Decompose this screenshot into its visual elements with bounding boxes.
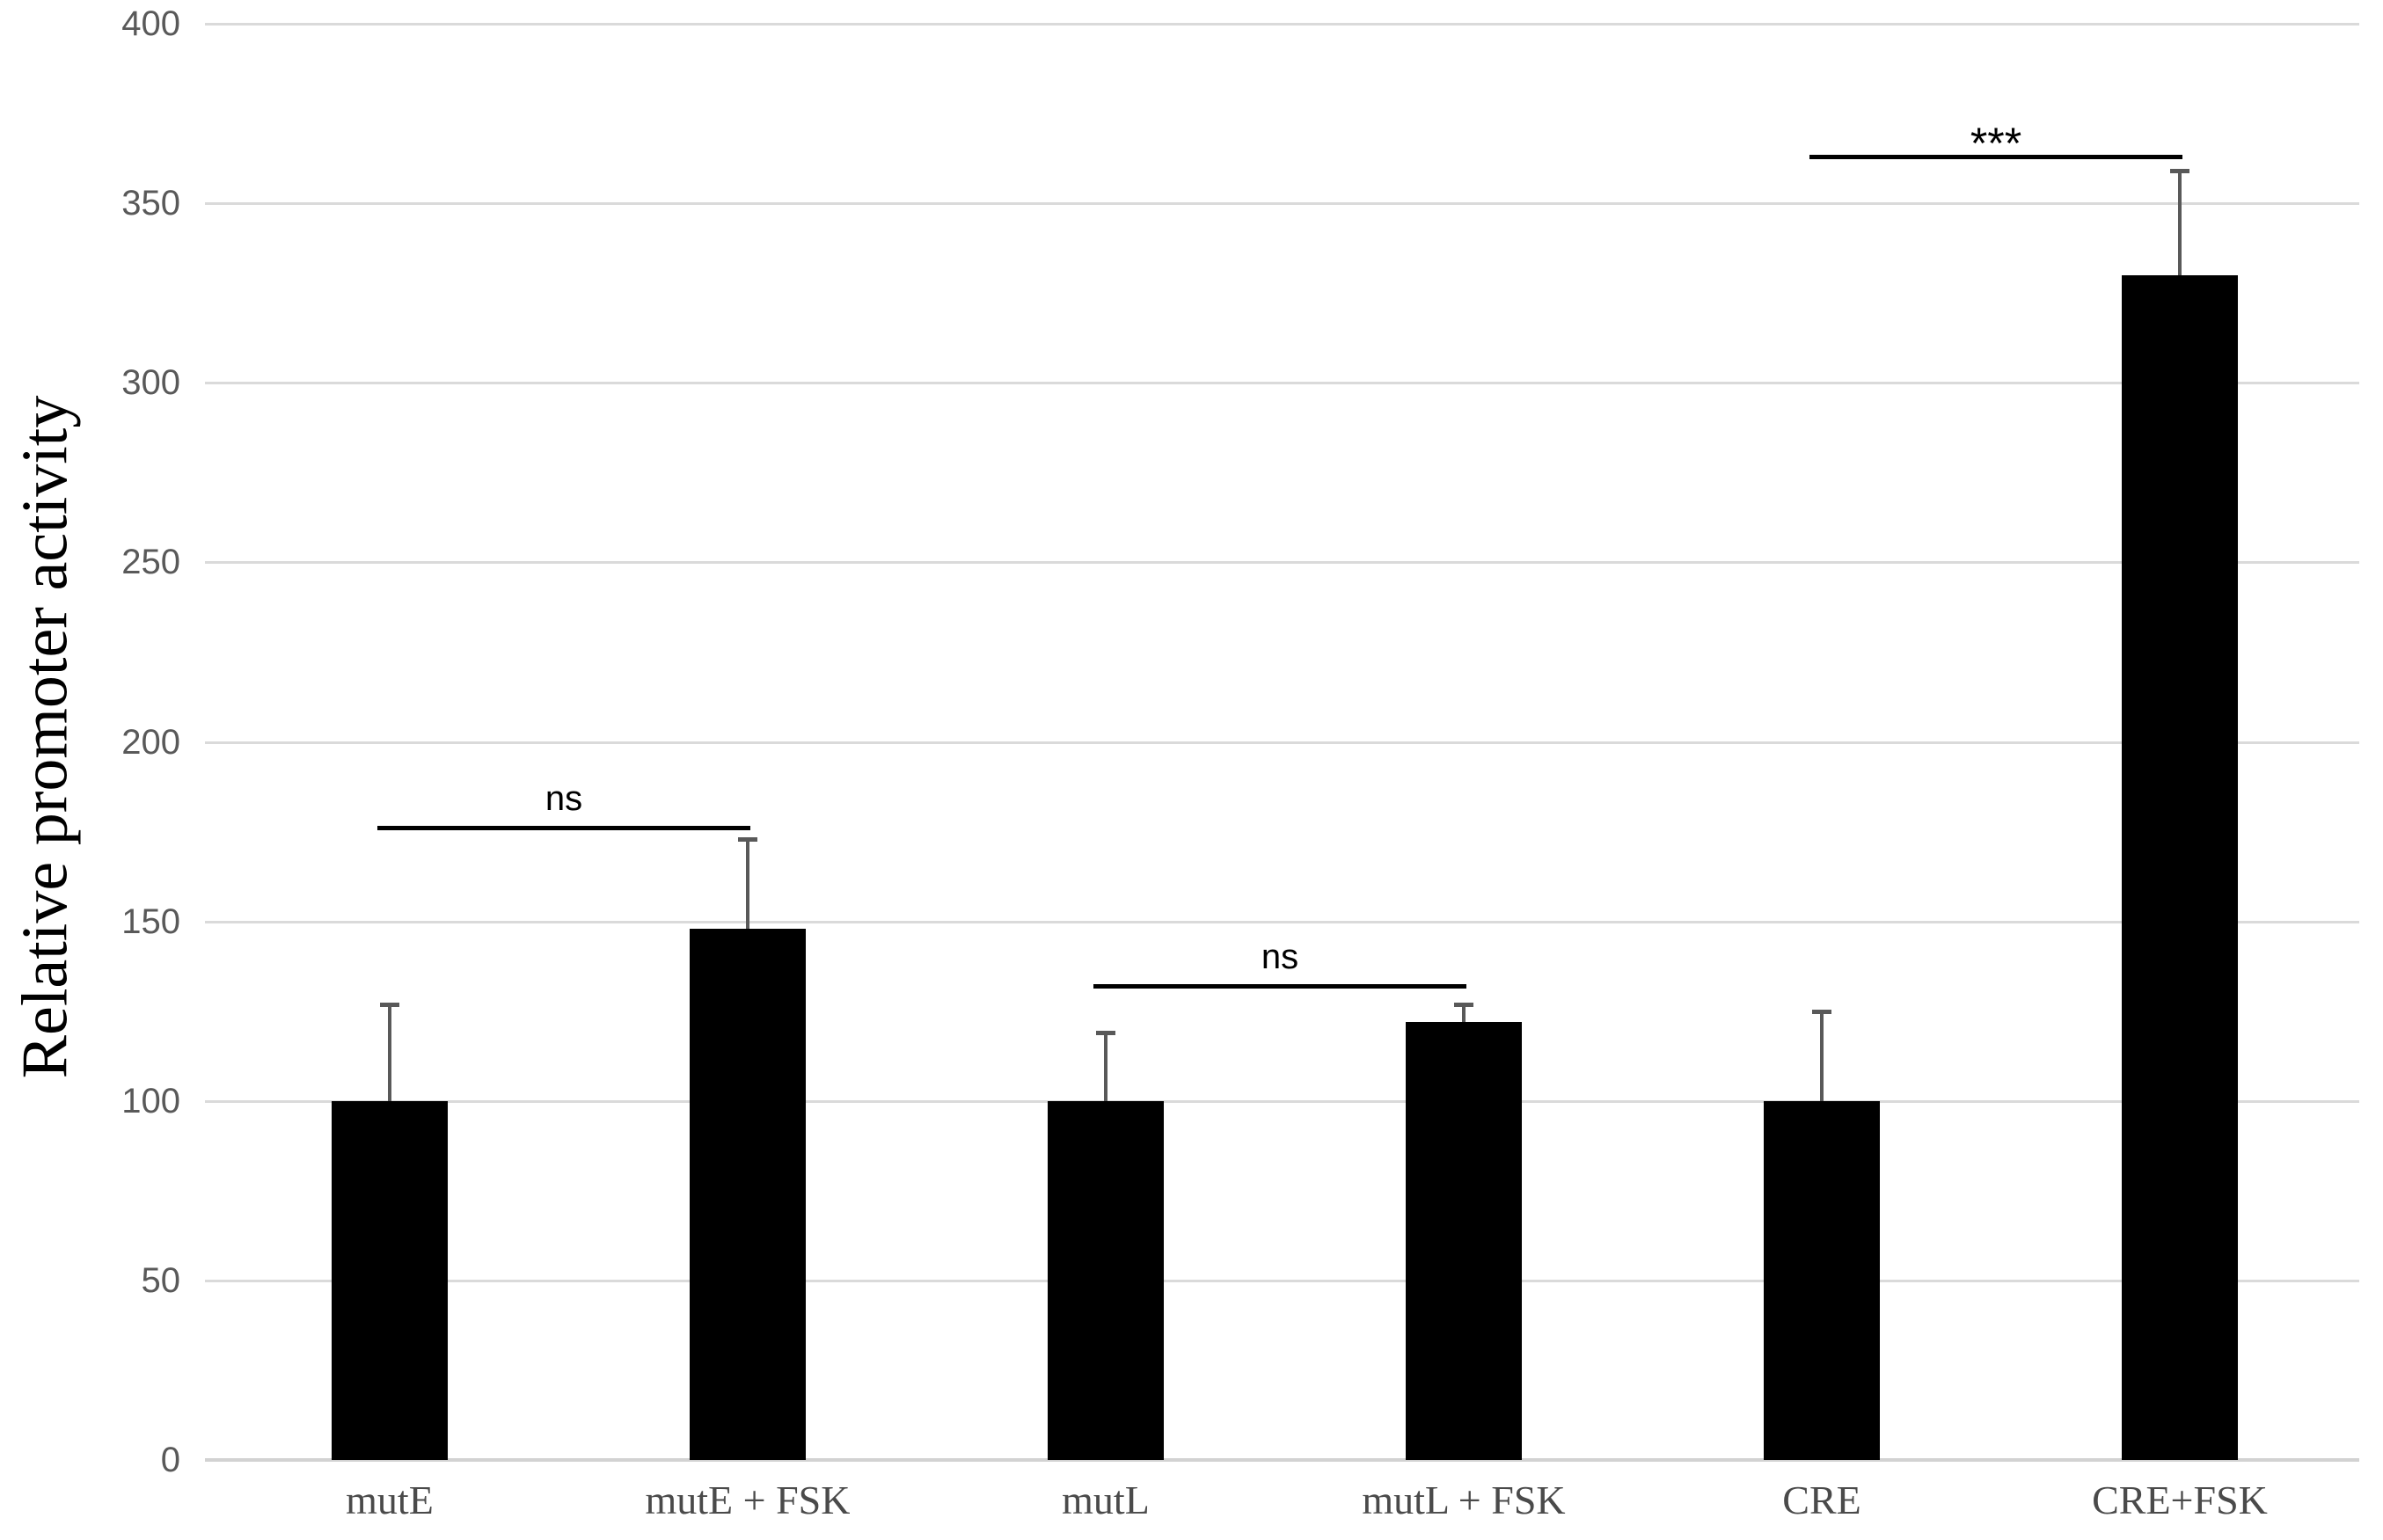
error-bar-cap [738, 836, 757, 842]
bar [690, 928, 806, 1460]
significance-bracket [1093, 984, 1466, 989]
significance-bracket [377, 826, 750, 831]
error-bar-cap [2170, 169, 2189, 174]
significance-label: ns [545, 779, 583, 819]
gridline [205, 741, 2359, 744]
x-category-label: mutE [346, 1478, 434, 1522]
y-tick-label: 250 [121, 543, 180, 582]
error-bar [1104, 1033, 1107, 1101]
y-tick-label: 0 [160, 1441, 180, 1479]
x-category-label: CRE [1782, 1478, 1861, 1522]
y-tick-label: 100 [121, 1081, 180, 1120]
error-bar-cap [1096, 1031, 1115, 1036]
gridline [205, 202, 2359, 206]
error-bar [2178, 171, 2182, 275]
bar [1048, 1100, 1164, 1460]
y-tick-label: 50 [141, 1260, 181, 1300]
error-bar [1462, 1004, 1466, 1022]
x-axis-line [205, 1458, 2359, 1462]
y-tick-label: 300 [121, 363, 180, 403]
gridline [205, 920, 2359, 923]
y-tick-label: 350 [121, 184, 180, 223]
gridline [205, 1099, 2359, 1103]
y-tick-label: 200 [121, 722, 180, 762]
x-category-label: mutL [1062, 1478, 1150, 1522]
gridline [205, 23, 2359, 26]
error-bar [746, 838, 749, 929]
y-tick-label: 400 [121, 4, 180, 43]
bar [1406, 1021, 1522, 1460]
gridline [205, 382, 2359, 385]
x-category-label: mutE + FSK [645, 1478, 851, 1522]
significance-label: ns [1261, 938, 1299, 977]
bar [1764, 1100, 1880, 1460]
error-bar-cap [1812, 1009, 1831, 1014]
significance-label: *** [1970, 119, 2022, 169]
y-tick-label: 150 [121, 901, 180, 941]
gridline [205, 561, 2359, 565]
error-bar [388, 1004, 391, 1101]
significance-bracket [1809, 155, 2182, 160]
x-category-label: mutL + FSK [1362, 1478, 1566, 1522]
gridline [205, 1279, 2359, 1282]
error-bar [1820, 1011, 1824, 1101]
error-bar-cap [1454, 1002, 1473, 1007]
x-category-label: CRE+FSK [2092, 1478, 2268, 1522]
bar [2122, 274, 2238, 1460]
error-bar-cap [380, 1002, 399, 1007]
bar [332, 1100, 448, 1460]
